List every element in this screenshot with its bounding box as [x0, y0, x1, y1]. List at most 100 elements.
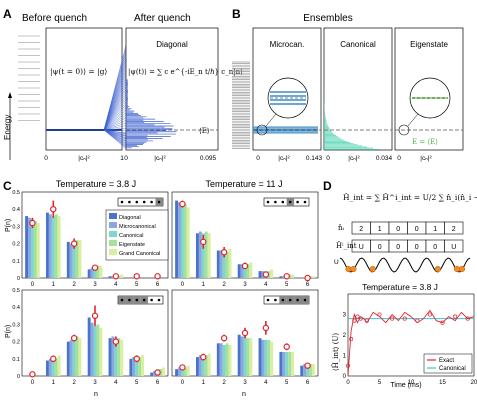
bar-grand-canonical	[120, 339, 124, 376]
x-tick-label: 1	[52, 282, 56, 288]
y-tick-label: 0.5	[12, 190, 20, 196]
legend-canonical: Canonical	[119, 233, 143, 239]
experiment-point	[220, 248, 228, 256]
bar-grand-canonical	[270, 269, 274, 278]
x-tick-label: 3	[93, 380, 97, 386]
canonical-label: Canonical	[340, 40, 376, 49]
bar-canonical	[285, 351, 289, 376]
experiment-point	[283, 273, 290, 280]
micro-x-label: |cₙ|²	[278, 155, 290, 162]
y-tick-label: 0	[17, 374, 20, 380]
y-tick-label: 0.1	[12, 357, 20, 363]
experiment-point	[304, 274, 311, 282]
bar-eigenstate	[309, 363, 312, 376]
bar-diagonal	[258, 338, 262, 376]
fan-line	[103, 112, 127, 131]
bar-microcanonical	[198, 355, 202, 376]
x-tick-label: 5	[378, 380, 382, 386]
exact-line	[347, 309, 475, 377]
x-tick-label: 20	[471, 380, 477, 386]
panel-d: Ĥ_int = ∑ Ĥ^i_int = U/2 ∑ n̂_i(n̂_i − 1)…	[331, 193, 477, 389]
bar-eigenstate	[33, 221, 37, 278]
site-dot	[281, 298, 285, 302]
after-x-tick-1: 0.095	[200, 155, 217, 162]
bar-diagonal	[45, 212, 49, 278]
bar-canonical	[114, 338, 118, 376]
table-cell-value: 2	[452, 226, 456, 233]
experiment-point	[154, 273, 161, 280]
x-tick-label: 4	[114, 282, 118, 288]
experiment-point	[29, 219, 36, 227]
table-cell-value: 0	[396, 226, 400, 233]
bar-grand-canonical	[207, 233, 211, 278]
x-tick-label: 5	[135, 282, 139, 288]
bar-microcanonical	[48, 358, 52, 376]
bar-microcanonical	[178, 202, 181, 278]
bar-grand-canonical	[78, 338, 82, 376]
bar-diagonal	[108, 276, 112, 278]
eq-before: |ψ(t = 0)⟩ = |g⟩	[50, 67, 107, 76]
bar-grand-canonical	[311, 276, 315, 278]
bar-diagonal	[25, 216, 29, 278]
site-chain-box	[117, 197, 164, 207]
micro-zoom-content	[270, 91, 306, 105]
site-dot	[157, 200, 161, 204]
bar-diagonal	[175, 369, 179, 376]
experiment-point	[262, 324, 270, 332]
micro-box	[252, 27, 322, 151]
atom	[434, 265, 441, 273]
eigen-energy-label: E = ⟨E⟩	[412, 138, 438, 146]
legend-swatch-diagonal	[109, 213, 117, 219]
bar-grand-canonical	[207, 353, 211, 376]
y-tick-label: 0	[17, 276, 20, 282]
c-title-left: Temperature = 3.8 J	[56, 179, 136, 189]
bar-grand-canonical	[270, 341, 274, 376]
bar-canonical	[93, 326, 97, 376]
site-dot	[142, 298, 146, 302]
experiment-point	[345, 363, 351, 368]
site-dot	[157, 298, 161, 302]
eigenstate-box	[394, 27, 464, 151]
experiment-point	[427, 312, 432, 317]
experiment-point	[390, 316, 395, 321]
site-dot	[266, 200, 270, 204]
panel-letter-c: C	[3, 179, 12, 193]
legend-diagonal: Diagonal	[119, 215, 141, 221]
site-dot	[150, 298, 153, 302]
bar-canonical	[264, 339, 268, 376]
bar-diagonal	[216, 250, 220, 278]
experiment-point	[91, 264, 99, 271]
bar-microcanonical	[219, 250, 223, 278]
micro-bars	[253, 126, 318, 134]
bar-eigenstate	[75, 240, 79, 278]
site-dot	[281, 200, 285, 204]
x-tick-label: 10	[408, 380, 415, 386]
bar-microcanonical	[90, 267, 94, 278]
panel-b: Ensembles Microcan. 0 |cₙ|² 0.143 Canoni…	[232, 13, 464, 162]
site-dot	[135, 298, 139, 302]
bar-eigenstate	[96, 265, 100, 278]
fan-line	[103, 117, 127, 131]
experiment-point	[465, 316, 470, 321]
x-tick-label: 1	[202, 380, 206, 386]
before-x-tick-1: 1	[120, 155, 124, 162]
experiment-point	[352, 318, 357, 323]
experiment-point	[133, 273, 140, 280]
site-dot	[274, 298, 277, 302]
site-dot	[120, 298, 124, 302]
bar-eigenstate	[75, 336, 79, 376]
bar-microcanonical	[240, 264, 244, 278]
eq-after-text: |ψ(t)⟩ = ∑ c e^{-iE_n t/ℏ} c_n|n⟩	[128, 68, 243, 76]
x-tick-label: 15	[439, 380, 446, 386]
bar-grand-canonical	[249, 338, 253, 376]
bar-canonical	[201, 355, 205, 376]
fan-line	[103, 109, 127, 131]
fan-line	[103, 127, 127, 131]
bar-microcanonical	[28, 217, 31, 278]
bar-canonical	[201, 233, 205, 278]
x-tick-label: 6	[156, 282, 160, 288]
experiment-point	[50, 355, 57, 362]
c-title-right: Temperature = 11 J	[205, 179, 282, 189]
table-cell-value: 1	[378, 226, 382, 233]
site-dot	[128, 298, 131, 302]
